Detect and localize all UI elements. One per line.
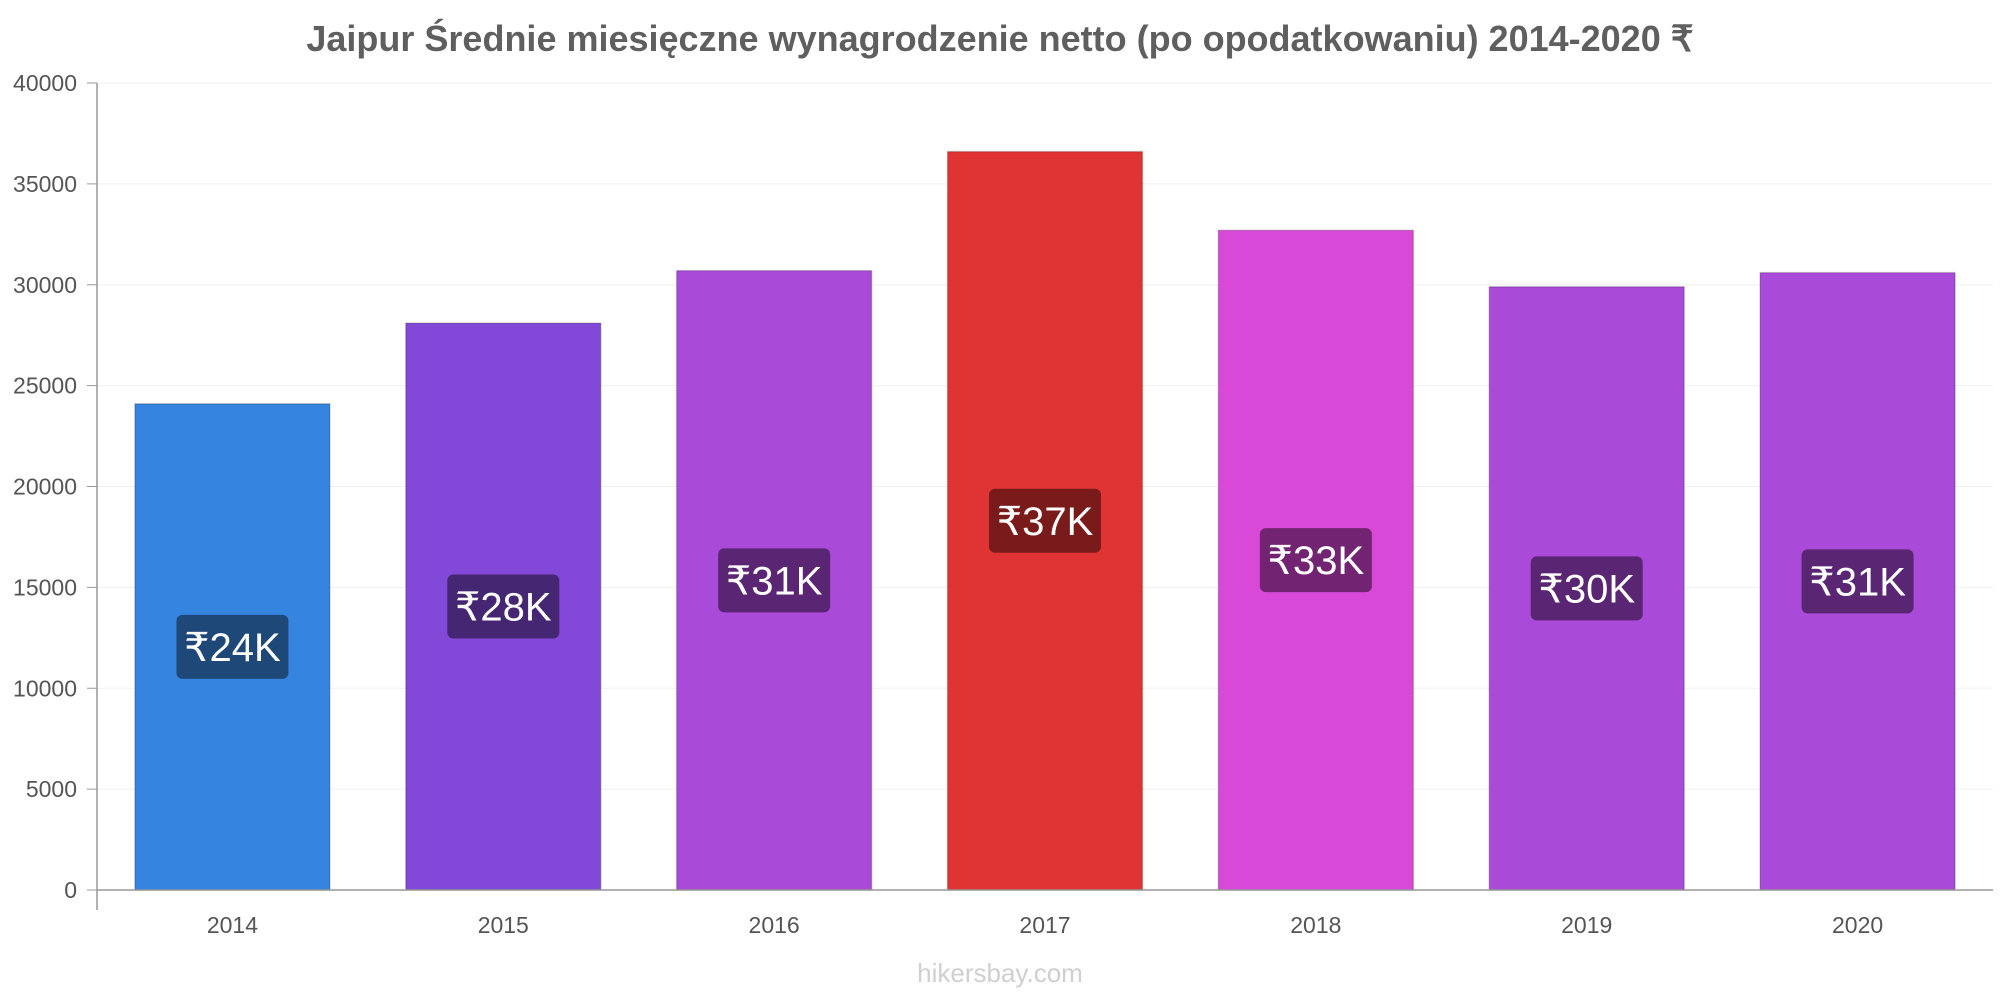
data-label: ₹30K <box>1538 567 1635 611</box>
y-tick-label: 15000 <box>13 574 77 600</box>
y-tick-label: 35000 <box>13 171 77 197</box>
data-label-box <box>447 574 560 639</box>
data-label-box <box>1801 549 1914 614</box>
data-label: ₹31K <box>1809 560 1906 604</box>
x-tick-label: 2017 <box>1019 912 1070 938</box>
x-tick-label: 2014 <box>207 912 258 938</box>
x-tick-label: 2019 <box>1561 912 1612 938</box>
chart-title: Jaipur Średnie miesięczne wynagrodzenie … <box>306 18 1694 59</box>
data-label-box <box>1259 528 1372 593</box>
x-tick-label: 2016 <box>749 912 800 938</box>
y-axis: 0 5000 10000 15000 20000 25000 30000 35000 40000 <box>13 70 98 910</box>
data-label-box <box>989 488 1101 553</box>
y-tick-label: 20000 <box>13 474 77 500</box>
data-label: ₹31K <box>726 559 823 603</box>
x-tick-label: 2018 <box>1290 912 1341 938</box>
y-tick-label: 30000 <box>13 272 77 298</box>
x-tick-label: 2020 <box>1832 912 1883 938</box>
bar-labels: ₹24K ₹28K ₹31K ₹37K ₹33K ₹30K ₹31K <box>176 488 1914 679</box>
data-label: ₹37K <box>997 500 1094 544</box>
x-tick-label: 2015 <box>478 912 529 938</box>
bars <box>134 150 1956 891</box>
y-tick-label: 10000 <box>13 675 77 701</box>
footer-watermark: hikersbay.com <box>917 958 1083 988</box>
data-label-box <box>718 548 831 613</box>
x-axis: 2014 2015 2016 2017 2018 2019 2020 <box>97 889 1993 938</box>
data-label: ₹24K <box>184 626 281 670</box>
y-tick-label: 5000 <box>26 776 77 802</box>
data-label: ₹28K <box>455 586 552 630</box>
data-label-box <box>1530 556 1643 621</box>
y-tick-label: 25000 <box>13 373 77 399</box>
data-label: ₹33K <box>1268 539 1365 583</box>
data-label-box <box>176 614 289 679</box>
y-tick-label: 40000 <box>13 70 77 96</box>
y-tick-label: 0 <box>64 877 77 903</box>
